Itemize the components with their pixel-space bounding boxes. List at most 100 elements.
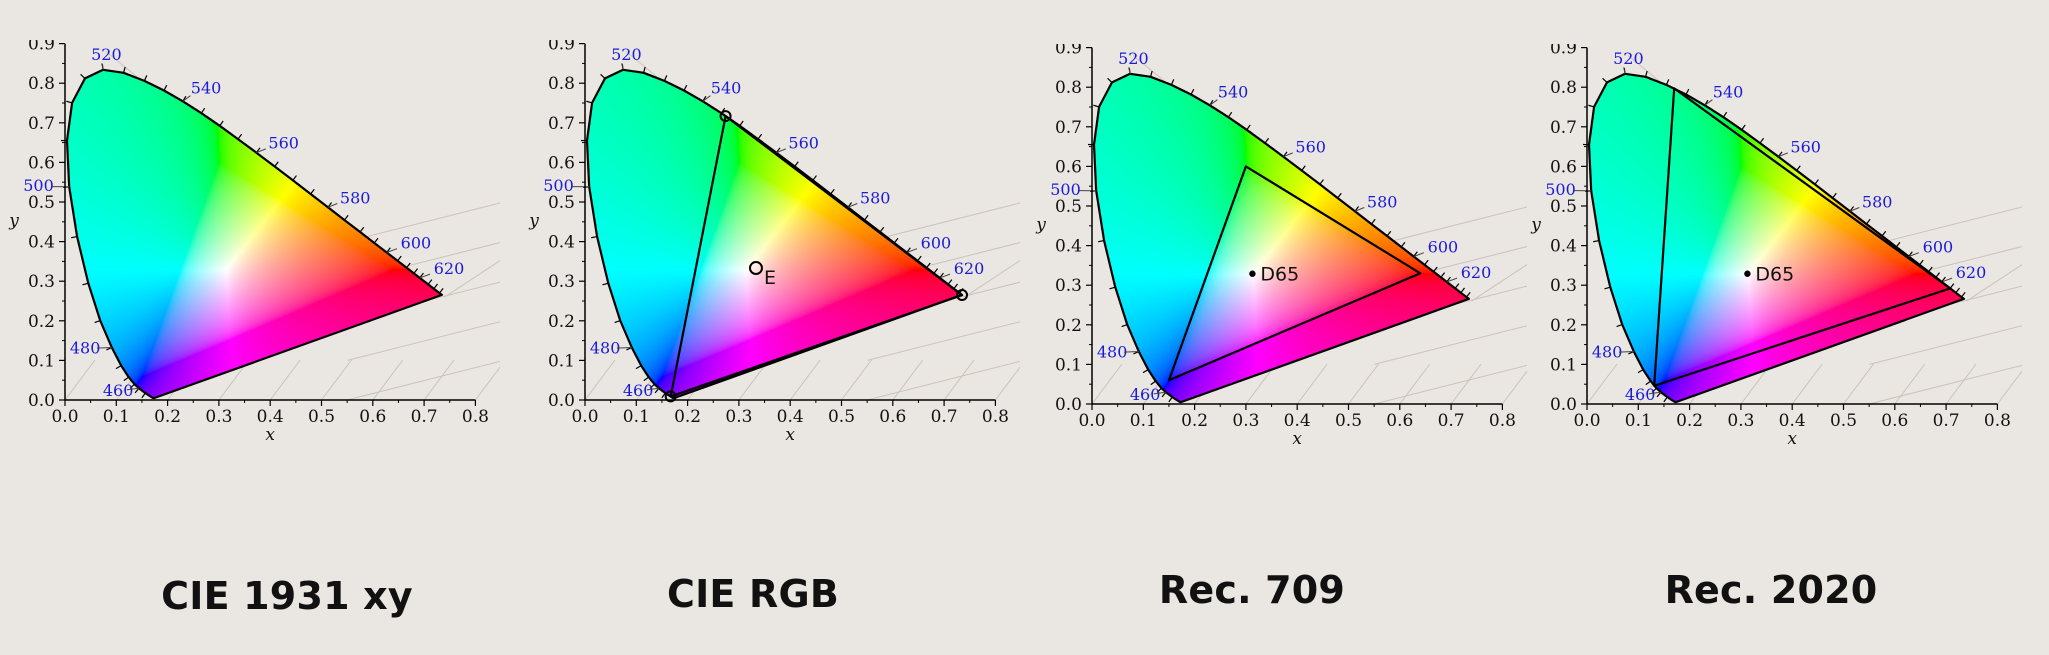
- wavelength-label-540: 540: [191, 78, 222, 97]
- locus-tick: [1282, 151, 1288, 158]
- y-axis-label: y: [1530, 215, 1541, 235]
- y-tick-label: 0.5: [1550, 197, 1577, 217]
- y-tick-label: 0.6: [1550, 157, 1577, 177]
- grid-line: [1296, 363, 1328, 405]
- locus-tick: [433, 283, 438, 290]
- locus-tick: [71, 235, 78, 239]
- wavelength-leader: [1648, 391, 1661, 395]
- x-tick-label: 0.6: [359, 407, 386, 427]
- locus-tick: [1150, 70, 1153, 77]
- locus-tick: [1602, 77, 1608, 83]
- locus-tick: [1663, 396, 1668, 403]
- locus-tick: [1866, 218, 1871, 225]
- wavelength-label-600: 600: [401, 233, 432, 252]
- wavelength-label-580: 580: [860, 188, 891, 207]
- locus-tick: [591, 235, 598, 239]
- wavelength-leader: [1283, 152, 1293, 158]
- wavelength-label-520: 520: [1118, 49, 1149, 68]
- locus-tick: [893, 237, 899, 244]
- grid-line: [347, 321, 500, 361]
- wavelength-leader: [1123, 350, 1139, 353]
- y-tick-label: 0.9: [1550, 44, 1577, 59]
- locus-tick: [123, 376, 130, 382]
- x-axis-label: x: [1292, 429, 1302, 449]
- wavelength-label-540: 540: [1218, 82, 1249, 101]
- wavelength-label-460: 460: [1130, 385, 1161, 404]
- locus-tick: [1107, 77, 1113, 83]
- grid-line: [1374, 206, 1527, 247]
- grid-line: [372, 359, 404, 401]
- grid-line: [474, 366, 500, 401]
- locus-tick: [200, 107, 206, 114]
- locus-tick: [1656, 391, 1662, 398]
- white-point-label: D65: [1260, 264, 1299, 286]
- locus-tick: [1413, 251, 1418, 257]
- locus-tick: [397, 255, 402, 262]
- locus-tick: [635, 365, 642, 370]
- y-tick-label: 0.5: [1055, 197, 1082, 217]
- locus-tick: [1616, 323, 1623, 328]
- wavelength-label-520: 520: [91, 45, 122, 64]
- locus-tick: [1961, 291, 1966, 298]
- locus-tick: [237, 133, 243, 140]
- locus-tick: [1651, 387, 1657, 393]
- grid-line: [1996, 370, 2022, 405]
- locus-tick: [143, 75, 148, 82]
- wavelength-leader: [386, 248, 398, 253]
- y-tick-label: 0.8: [1055, 78, 1082, 98]
- locus-tick: [1832, 192, 1837, 199]
- wavelength-label-480: 480: [590, 338, 621, 357]
- locus-tick: [933, 268, 939, 274]
- y-tick-label: 0.1: [28, 351, 55, 371]
- locus-tick: [939, 272, 944, 279]
- wavelength-label-620: 620: [954, 259, 985, 278]
- locus-tick: [1121, 323, 1128, 328]
- x-tick-label: 0.0: [51, 407, 78, 427]
- wavelength-leader: [939, 273, 951, 279]
- wavelength-label-480: 480: [70, 338, 101, 357]
- locus-tick: [1170, 79, 1175, 86]
- wavelength-leader: [906, 248, 918, 253]
- x-tick-label: 0.7: [931, 407, 958, 427]
- x-tick-label: 0.6: [1386, 411, 1413, 431]
- wavelength-label-580: 580: [1862, 192, 1893, 211]
- wavelength-label-540: 540: [711, 78, 742, 97]
- locus-tick: [1881, 230, 1887, 237]
- locus-tick: [386, 247, 391, 253]
- wavelength-leader: [182, 95, 191, 102]
- y-tick-label: 0.1: [1550, 355, 1577, 375]
- y-tick-label: 0.2: [1055, 316, 1082, 336]
- wavelength-leader: [616, 346, 632, 349]
- wavelength-leader: [1778, 152, 1788, 158]
- wavelength-label-600: 600: [1923, 237, 1954, 256]
- locus-tick: [1849, 206, 1855, 212]
- chart-title-rec-709: Rec. 709: [1158, 568, 1346, 612]
- x-tick-label: 0.5: [828, 407, 855, 427]
- y-tick-label: 0.7: [1055, 118, 1082, 138]
- grid-line: [64, 359, 96, 401]
- spectral-locus: [65, 68, 443, 400]
- grid-line: [321, 359, 352, 401]
- locus-tick: [643, 376, 650, 382]
- y-tick-label: 0.4: [1055, 237, 1082, 257]
- locus-tick: [94, 319, 101, 324]
- grid-line: [1894, 363, 1926, 405]
- locus-tick: [1593, 239, 1600, 243]
- locus-tick: [1168, 396, 1173, 403]
- locus-tick: [1895, 241, 1901, 248]
- locus-tick: [947, 279, 953, 285]
- grid-line: [584, 359, 616, 401]
- x-tick-label: 0.4: [777, 407, 804, 427]
- wavelength-label-540: 540: [1713, 82, 1744, 101]
- y-tick-label: 0.8: [28, 74, 55, 94]
- locus-tick: [1645, 380, 1652, 386]
- wavelength-leader: [1908, 252, 1920, 257]
- grid-line: [1450, 363, 1482, 405]
- locus-tick: [123, 66, 126, 73]
- locus-tick: [1400, 241, 1406, 248]
- y-tick-label: 0.8: [1550, 78, 1577, 98]
- y-tick-label: 0.6: [28, 153, 55, 173]
- locus-tick: [163, 84, 168, 91]
